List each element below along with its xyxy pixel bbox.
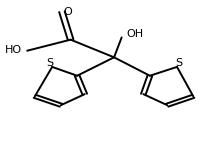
Text: O: O: [63, 7, 72, 17]
Text: HO: HO: [5, 45, 22, 55]
Text: S: S: [46, 58, 54, 68]
Text: OH: OH: [126, 29, 143, 39]
Text: S: S: [176, 58, 183, 68]
